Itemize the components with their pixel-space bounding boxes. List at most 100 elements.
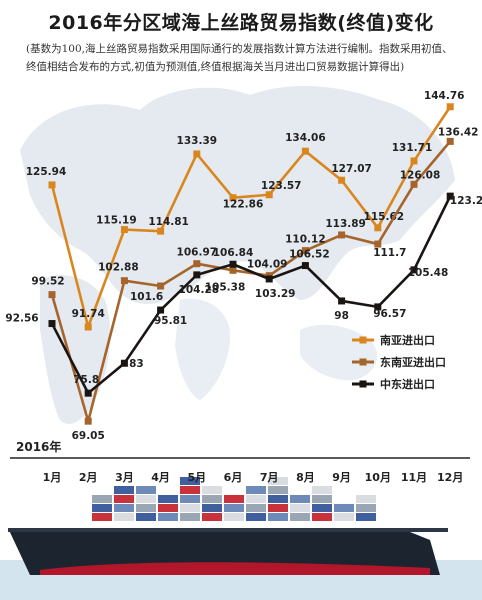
data-label: 127.07 (331, 163, 372, 175)
data-label: 125.94 (26, 166, 67, 178)
chart-title: 2016年分区域海上丝路贸易指数(终值)变化 (48, 12, 434, 34)
data-point (193, 271, 201, 279)
data-point (301, 262, 309, 270)
data-point (338, 176, 346, 184)
x-tick-label: 9月 (332, 471, 351, 484)
data-label: 126.08 (400, 169, 441, 181)
data-label: 106.84 (213, 247, 254, 259)
data-label: 91.74 (72, 308, 105, 320)
data-label: 134.06 (285, 132, 326, 144)
data-point (446, 137, 454, 145)
data-point (338, 297, 346, 305)
data-label: 104.28 (179, 284, 220, 296)
data-label: 83 (129, 358, 144, 370)
legend-entry: 南亚进出口 (380, 333, 435, 347)
data-label: 75.8 (73, 374, 99, 386)
data-label: 131.71 (392, 142, 433, 154)
legend-marker (359, 358, 367, 366)
data-label: 110.12 (285, 234, 326, 246)
x-tick-label: 11月 (401, 471, 427, 484)
data-point (374, 303, 382, 311)
chart-note: (基数为100,海上丝路贸易指数采用国际通行的发展指数计算方法进行编制。指数采用… (26, 43, 453, 73)
x-tick-label: 3月 (115, 471, 134, 484)
x-tick-label: 4月 (151, 471, 170, 484)
data-point (157, 306, 165, 314)
data-point (229, 266, 237, 274)
legend-marker (359, 336, 367, 344)
series-line (50, 195, 452, 395)
data-point (84, 323, 92, 331)
legend-entry: 中东进出口 (380, 377, 435, 391)
data-point (410, 180, 418, 188)
x-axis: 1月 2月 3月 4月 5月 6月 7月 8月 9月 10月 11月 12月 (10, 457, 470, 484)
series-3: 92.56 75.8 83 95.81 104.28 106.84 103.29 106.52… (5, 192, 482, 397)
data-point (229, 260, 237, 268)
data-label: 123.57 (261, 180, 302, 192)
data-point (229, 194, 237, 202)
data-point (446, 192, 454, 200)
data-label: 102.88 (98, 262, 139, 274)
data-point (374, 240, 382, 248)
data-label: 136.42 (438, 126, 479, 138)
data-point (120, 226, 128, 234)
data-point (84, 389, 92, 397)
data-label: 105.48 (408, 267, 449, 279)
data-label: 111.7 (373, 247, 406, 259)
data-point (48, 320, 56, 328)
data-point (48, 181, 56, 189)
data-label: 96.57 (373, 308, 406, 320)
data-point (410, 266, 418, 274)
data-point (265, 191, 273, 199)
x-tick-label: 2月 (79, 471, 98, 484)
data-label: 114.81 (148, 216, 189, 228)
x-tick-label: 10月 (365, 471, 391, 484)
legend-marker (359, 380, 367, 388)
data-label: 95.81 (154, 315, 187, 327)
data-label: 144.76 (424, 90, 465, 102)
data-point (84, 417, 92, 425)
series-line (50, 106, 452, 329)
data-label: 113.89 (325, 218, 366, 230)
data-label: 115.19 (96, 215, 137, 227)
data-point (120, 359, 128, 367)
data-point (301, 247, 309, 255)
x-tick-label: 6月 (224, 471, 243, 484)
data-point (301, 147, 309, 155)
data-point (157, 227, 165, 235)
x-tick-label: 5月 (187, 471, 206, 484)
data-point (374, 224, 382, 232)
data-label: 92.56 (5, 313, 38, 325)
data-point (446, 103, 454, 111)
x-tick-label: 8月 (296, 471, 315, 484)
legend-entry: 东南亚进出口 (380, 355, 446, 369)
data-label: 133.39 (177, 135, 218, 147)
data-label: 106.97 (177, 247, 218, 259)
cargo-ship-illustration (0, 477, 482, 600)
x-tick-label: 7月 (260, 471, 279, 484)
data-label: 69.05 (72, 430, 105, 442)
series-1: 125.94 91.74 115.19 114.81 133.39 122.86 123.5… (26, 90, 465, 331)
data-point (157, 282, 165, 290)
data-label: 98 (334, 310, 349, 322)
series-layer: 125.94 91.74 115.19 114.81 133.39 122.86 123.5… (5, 90, 482, 442)
data-point (265, 275, 273, 283)
data-label: 123.24 (450, 195, 482, 207)
data-point (338, 231, 346, 239)
year-label: 2016年 (16, 439, 61, 454)
data-point (120, 277, 128, 285)
x-tick-label: 12月 (437, 471, 463, 484)
data-point (193, 150, 201, 158)
data-label: 122.86 (223, 199, 264, 211)
data-label: 103.29 (255, 288, 296, 300)
data-point (48, 291, 56, 299)
data-label: 105.38 (205, 281, 246, 293)
data-label: 101.6 (130, 291, 163, 303)
data-label: 99.52 (31, 276, 64, 288)
data-label: 104.09 (247, 259, 288, 271)
world-map-background (20, 85, 455, 424)
data-label: 106.52 (289, 249, 330, 261)
data-point (193, 260, 201, 268)
